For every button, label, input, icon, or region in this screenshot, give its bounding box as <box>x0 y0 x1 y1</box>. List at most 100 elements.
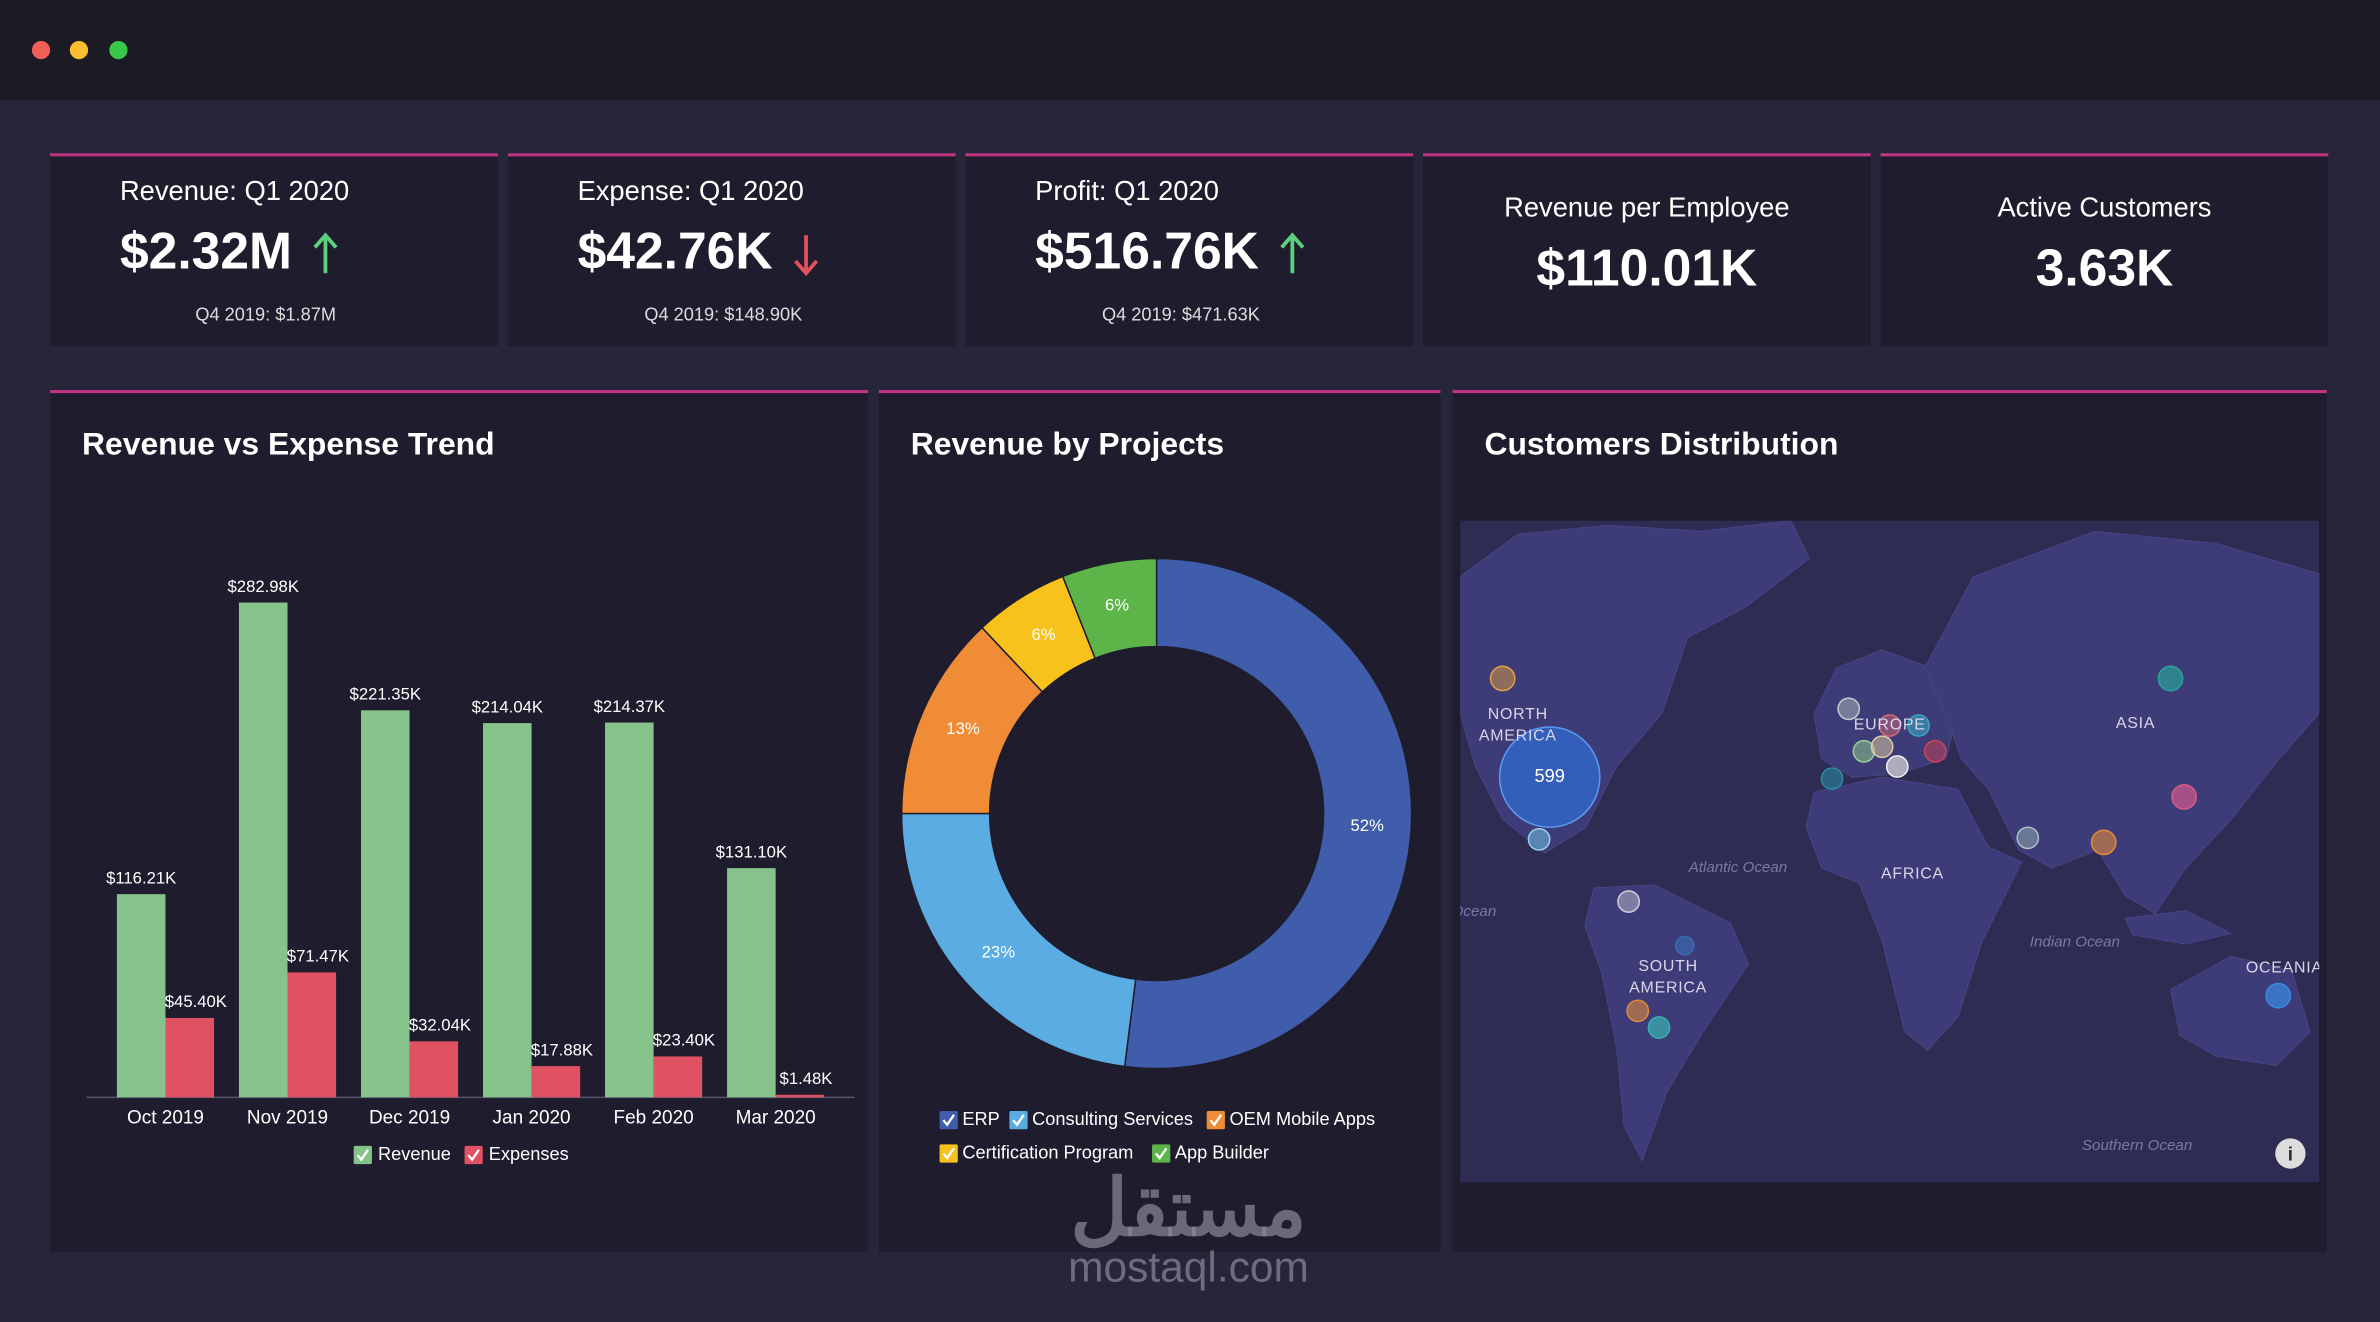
info-icon[interactable]: i <box>2288 1143 2293 1165</box>
window-maximize[interactable] <box>109 40 128 60</box>
donut-slice <box>1123 557 1413 1070</box>
kpi-value: $42.76K <box>578 222 773 280</box>
map-point[interactable] <box>1923 739 1947 763</box>
bubble-label: 599 <box>1535 766 1565 786</box>
trend-arrow-head <box>1280 232 1305 249</box>
map-labels: NORTH AMERICA EUROPE ASIA AFRICA SOUTH AMERICA… <box>1460 706 2319 1154</box>
value-label: $17.88K <box>531 1040 593 1059</box>
title-bar <box>0 0 2380 101</box>
value-label: $71.47K <box>287 947 349 966</box>
map-point[interactable] <box>1907 714 1930 737</box>
kpi-accent <box>965 153 1414 157</box>
panel-accent <box>878 390 1441 394</box>
value-label: $131.10K <box>716 842 787 861</box>
check-mark <box>942 1114 955 1127</box>
map-point[interactable] <box>1870 735 1894 759</box>
legend-swatch <box>1152 1144 1171 1163</box>
bar <box>653 1056 703 1098</box>
kpi-title: Revenue per Employee <box>1504 192 1789 223</box>
legend-swatch <box>1206 1111 1225 1130</box>
legend-swatch <box>1009 1111 1028 1130</box>
legend-label: Certification Program <box>962 1142 1133 1162</box>
kpi-title: Expense: Q1 2020 <box>578 175 804 206</box>
kpi-title: Active Customers <box>1997 192 2211 223</box>
check-mark <box>467 1149 480 1162</box>
panel-accent <box>1452 390 2327 394</box>
kpi-card <box>507 153 956 347</box>
check-mark <box>356 1149 370 1162</box>
window-minimize[interactable] <box>69 40 89 60</box>
value-label: $1.48K <box>780 1069 833 1088</box>
kpi-card <box>50 153 498 347</box>
slice-label: 6% <box>1105 596 1129 615</box>
bar <box>605 722 654 1098</box>
map-point[interactable] <box>1527 827 1551 851</box>
donut-slice <box>1061 557 1158 660</box>
trend-arrow-head <box>313 232 338 249</box>
value-label: $282.98K <box>228 577 299 596</box>
legend-swatch <box>353 1145 372 1165</box>
bar <box>116 894 166 1098</box>
panel-accent <box>50 390 869 394</box>
bar <box>775 1094 825 1098</box>
map-point[interactable] <box>1837 697 1861 721</box>
value-label: $23.40K <box>653 1031 715 1050</box>
check-mark <box>1012 1114 1025 1127</box>
kpi-title: Revenue: Q1 2020 <box>120 175 349 206</box>
region-label: SOUTH <box>1638 958 1698 975</box>
kpi-card <box>965 153 1414 347</box>
map-point[interactable] <box>2265 982 2292 1009</box>
value-label: $32.04K <box>409 1016 471 1035</box>
panel-title: Revenue by Projects <box>911 426 1224 462</box>
map-point[interactable] <box>1647 1016 1671 1039</box>
legend-swatch <box>464 1145 483 1165</box>
ocean-label: Southern Ocean <box>2082 1137 2192 1154</box>
legend-label: ERP <box>962 1109 999 1129</box>
map-point[interactable] <box>1885 755 1909 778</box>
map-point[interactable] <box>1878 714 1902 737</box>
kpi-title: Profit: Q1 2020 <box>1035 175 1219 206</box>
value-label: $221.35K <box>350 685 421 704</box>
check-mark <box>942 1147 955 1160</box>
kpi-comparison: Q4 2019: $1.87M <box>195 305 336 325</box>
map-point[interactable] <box>1626 999 1650 1023</box>
kpi-accent <box>507 153 956 157</box>
info-button[interactable] <box>2275 1138 2306 1169</box>
panel <box>50 390 869 1253</box>
kpi-accent <box>50 153 498 157</box>
slice-label: 13% <box>946 719 980 738</box>
kpi-value: $516.76K <box>1035 222 1259 280</box>
trend-arrow-head <box>793 259 819 277</box>
legend-label: Expenses <box>489 1144 569 1164</box>
kpi-comparison: Q4 2019: $471.63K <box>1102 305 1260 325</box>
map-point[interactable] <box>2016 826 2040 850</box>
window-close[interactable] <box>31 40 51 60</box>
check-mark <box>1209 1114 1223 1127</box>
map-bubble[interactable] <box>1498 726 1601 828</box>
map-point[interactable] <box>1617 890 1641 913</box>
map: 599 NORTH AMERICA EUROPE ASIA AFRICA SOUTH AME… <box>1460 520 2320 1183</box>
bar <box>409 1041 459 1098</box>
map-point[interactable] <box>2171 783 2198 810</box>
kpi-value: $110.01K <box>1536 238 1757 296</box>
bar <box>483 723 532 1098</box>
region-label: AFRICA <box>1881 865 1944 882</box>
value-label: $116.21K <box>106 868 176 887</box>
map-point[interactable] <box>2090 829 2117 856</box>
map-point[interactable] <box>2157 665 2184 692</box>
bar <box>531 1066 581 1098</box>
map-point[interactable] <box>1489 665 1516 692</box>
map-point[interactable] <box>1820 767 1844 791</box>
map-point[interactable] <box>1674 935 1695 956</box>
panel-title: Revenue vs Expense Trend <box>82 426 495 462</box>
region-label: NORTH <box>1488 706 1548 723</box>
x-tick-label: Nov 2019 <box>247 1108 328 1129</box>
donut-slice <box>900 812 1137 1068</box>
kpi-accent <box>1422 153 1871 157</box>
region-label: EUROPE <box>1854 717 1926 734</box>
bar <box>727 868 776 1098</box>
watermark-logo: مستقل <box>1070 1164 1306 1252</box>
ocean-label: Indian Ocean <box>2030 934 2120 951</box>
x-tick-label: Mar 2020 <box>736 1108 816 1129</box>
